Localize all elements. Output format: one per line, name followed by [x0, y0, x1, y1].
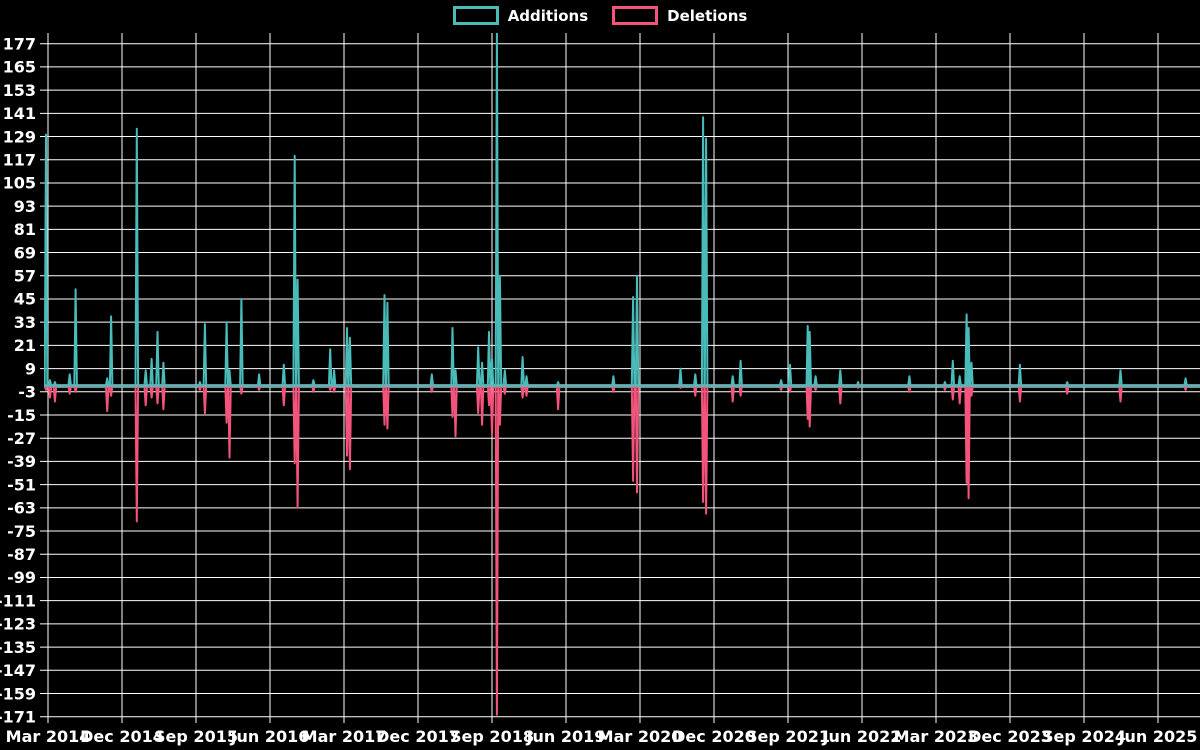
x-axis-tick-label: Mar 2023 — [894, 727, 979, 746]
x-axis-tick-label: Sep 2018 — [450, 727, 534, 746]
y-axis-tick-label: 9 — [25, 359, 36, 378]
y-axis-tick-label: 117 — [3, 150, 36, 169]
gridlines — [40, 33, 1200, 723]
x-axis-tick-label: Jun 2022 — [822, 727, 902, 746]
x-axis-tick-label: Sep 2015 — [154, 727, 238, 746]
y-axis-tick-label: -63 — [7, 499, 36, 518]
x-axis-tick-label: Sep 2021 — [746, 727, 830, 746]
additions-series-line — [44, 33, 1200, 387]
x-axis-tick-label: Jun 2016 — [230, 727, 310, 746]
chart-legend: Additions Deletions — [0, 6, 1200, 25]
y-axis-tick-label: -3 — [18, 383, 36, 402]
y-axis-tick-label: 177 — [3, 34, 36, 53]
y-axis-tick-label: 105 — [3, 174, 36, 193]
y-axis-tick-label: -159 — [0, 684, 36, 703]
y-axis-tick-label: -75 — [7, 522, 36, 541]
y-axis-tick-label: 57 — [14, 267, 36, 286]
additions-swatch-icon — [452, 6, 499, 25]
y-axis-tick-label: 69 — [14, 243, 36, 262]
x-axis-tick-label: Jun 2025 — [1118, 727, 1198, 746]
y-axis-tick-label: 33 — [14, 313, 36, 332]
y-axis-tick-label: 81 — [14, 220, 36, 239]
x-axis-tick-label: Dec 2014 — [80, 727, 164, 746]
y-axis-tick-label: -147 — [0, 661, 36, 680]
y-axis-tick-label: 21 — [14, 336, 36, 355]
y-axis-tick-label: 141 — [3, 104, 36, 123]
y-axis-tick-label: 129 — [3, 127, 36, 146]
y-axis-tick-label: -39 — [7, 452, 36, 471]
x-axis-tick-label: Jun 2019 — [526, 727, 606, 746]
y-axis-tick-label: 45 — [14, 290, 36, 309]
y-axis-tick-label: -123 — [0, 615, 36, 634]
legend-item-additions[interactable]: Additions — [452, 6, 589, 25]
y-axis-tick-label: -51 — [7, 475, 36, 494]
x-axis-tick-label: Mar 2014 — [6, 727, 91, 746]
legend-label-additions: Additions — [507, 6, 589, 25]
y-axis-tick-label: -171 — [0, 707, 36, 726]
axis-labels: 177 165 153 141 129 117 105 93 81 69 57 45 33 21 9 -3 -1… — [0, 34, 1197, 746]
y-axis-tick-label: 153 — [3, 81, 36, 100]
y-axis-tick-label: 93 — [14, 197, 36, 216]
x-axis-tick-label: Mar 2017 — [302, 727, 387, 746]
deletions-swatch-icon — [612, 6, 659, 25]
y-axis-tick-label: -99 — [7, 568, 36, 587]
x-axis-tick-label: Sep 2024 — [1042, 727, 1126, 746]
x-axis-tick-label: Dec 2020 — [672, 727, 756, 746]
legend-label-deletions: Deletions — [667, 6, 748, 25]
y-axis-tick-label: -27 — [7, 429, 36, 448]
x-axis-tick-label: Mar 2020 — [598, 727, 683, 746]
legend-item-deletions[interactable]: Deletions — [612, 6, 747, 25]
x-axis-tick-label: Dec 2023 — [968, 727, 1052, 746]
y-axis-tick-label: -87 — [7, 545, 36, 564]
y-axis-tick-label: -15 — [7, 406, 36, 425]
y-axis-tick-label: -135 — [0, 638, 36, 657]
y-axis-tick-label: 165 — [3, 58, 36, 77]
x-axis-tick-label: Dec 2017 — [376, 727, 460, 746]
y-axis-tick-label: -111 — [0, 591, 36, 610]
